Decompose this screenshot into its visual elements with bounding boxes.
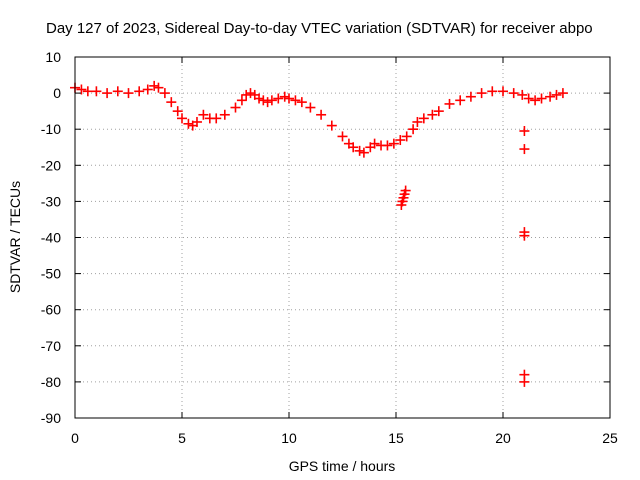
- data-point: [316, 109, 327, 120]
- data-point: [258, 95, 269, 106]
- y-tick-label: -30: [41, 193, 61, 209]
- data-point: [82, 86, 93, 97]
- data-point: [444, 98, 455, 109]
- data-point: [183, 118, 194, 129]
- x-tick-label: 15: [388, 430, 404, 446]
- y-tick-label: -10: [41, 121, 61, 137]
- data-point: [266, 95, 277, 106]
- data-point: [337, 131, 348, 142]
- data-point: [348, 142, 359, 153]
- y-tick-label: -20: [41, 157, 61, 173]
- y-axis-label: SDTVAR / TECUs: [7, 181, 23, 293]
- data-point: [427, 109, 438, 120]
- y-tick-label: -60: [41, 302, 61, 318]
- x-tick-label: 20: [495, 430, 511, 446]
- data-point: [91, 86, 102, 97]
- data-point: [400, 185, 411, 196]
- data-point: [498, 86, 508, 97]
- data-point: [198, 109, 209, 120]
- y-tick-label: 10: [45, 49, 61, 65]
- data-point: [142, 84, 153, 95]
- data-point: [290, 95, 301, 106]
- data-point: [487, 86, 498, 97]
- data-point: [153, 82, 164, 93]
- data-point: [412, 116, 423, 127]
- data-point: [236, 95, 247, 106]
- data-point: [536, 93, 547, 104]
- data-point: [369, 138, 380, 149]
- data-point: [382, 140, 393, 151]
- data-point: [418, 113, 429, 124]
- data-point: [523, 93, 534, 104]
- data-point: [296, 97, 307, 108]
- data-point: [166, 97, 177, 108]
- data-point: [519, 126, 530, 137]
- data-point: [519, 230, 530, 241]
- x-tick-label: 5: [178, 430, 186, 446]
- x-axis-ticks: 0 5 10 15 20 25: [71, 57, 618, 446]
- data-point: [279, 91, 290, 102]
- data-point: [408, 124, 419, 135]
- grid: [75, 57, 610, 418]
- data-point: [102, 88, 113, 99]
- data-point: [241, 89, 252, 100]
- y-tick-label: -50: [41, 266, 61, 282]
- data-point: [159, 88, 170, 99]
- data-point: [230, 102, 241, 113]
- data-point: [245, 88, 256, 99]
- data-point: [254, 93, 265, 104]
- data-point: [326, 120, 337, 131]
- data-point: [465, 91, 476, 102]
- data-point: [191, 116, 202, 127]
- data-point: [149, 80, 160, 91]
- y-axis-ticks: 10 0 -10 -20 -30 -40 -50 -60 -70 -80 -90: [41, 49, 610, 426]
- data-points: [70, 80, 568, 387]
- data-point: [177, 113, 187, 124]
- data-point: [134, 86, 145, 97]
- data-point: [517, 89, 528, 100]
- data-point: [388, 138, 399, 149]
- x-tick-label: 25: [602, 430, 618, 446]
- data-point: [557, 88, 568, 99]
- data-point: [395, 135, 406, 146]
- data-point: [530, 95, 541, 106]
- data-point: [519, 376, 530, 387]
- data-point: [519, 144, 530, 155]
- data-point: [476, 88, 487, 99]
- data-point: [284, 93, 294, 104]
- data-point: [262, 97, 273, 108]
- data-point: [112, 86, 123, 97]
- chart-title: Day 127 of 2023, Sidereal Day-to-day VTE…: [46, 20, 593, 37]
- x-tick-label: 10: [281, 430, 297, 446]
- data-point: [273, 93, 284, 104]
- y-tick-label: -80: [41, 374, 61, 390]
- data-point: [358, 147, 369, 158]
- data-point: [433, 106, 444, 117]
- data-point: [354, 145, 365, 156]
- y-tick-label: -70: [41, 338, 61, 354]
- data-point: [401, 131, 412, 142]
- x-axis-label: GPS time / hours: [289, 458, 396, 474]
- data-point: [172, 106, 183, 117]
- data-point: [545, 91, 556, 102]
- data-point: [219, 109, 230, 120]
- data-point: [76, 84, 87, 95]
- data-point: [305, 102, 316, 113]
- data-point: [508, 88, 519, 99]
- y-tick-label: -90: [41, 410, 61, 426]
- data-point: [211, 113, 222, 124]
- y-tick-label: 0: [53, 85, 61, 101]
- y-tick-label: -40: [41, 230, 61, 246]
- data-point: [455, 95, 466, 106]
- x-tick-label: 0: [71, 430, 79, 446]
- data-point: [551, 89, 562, 100]
- data-point: [123, 88, 134, 99]
